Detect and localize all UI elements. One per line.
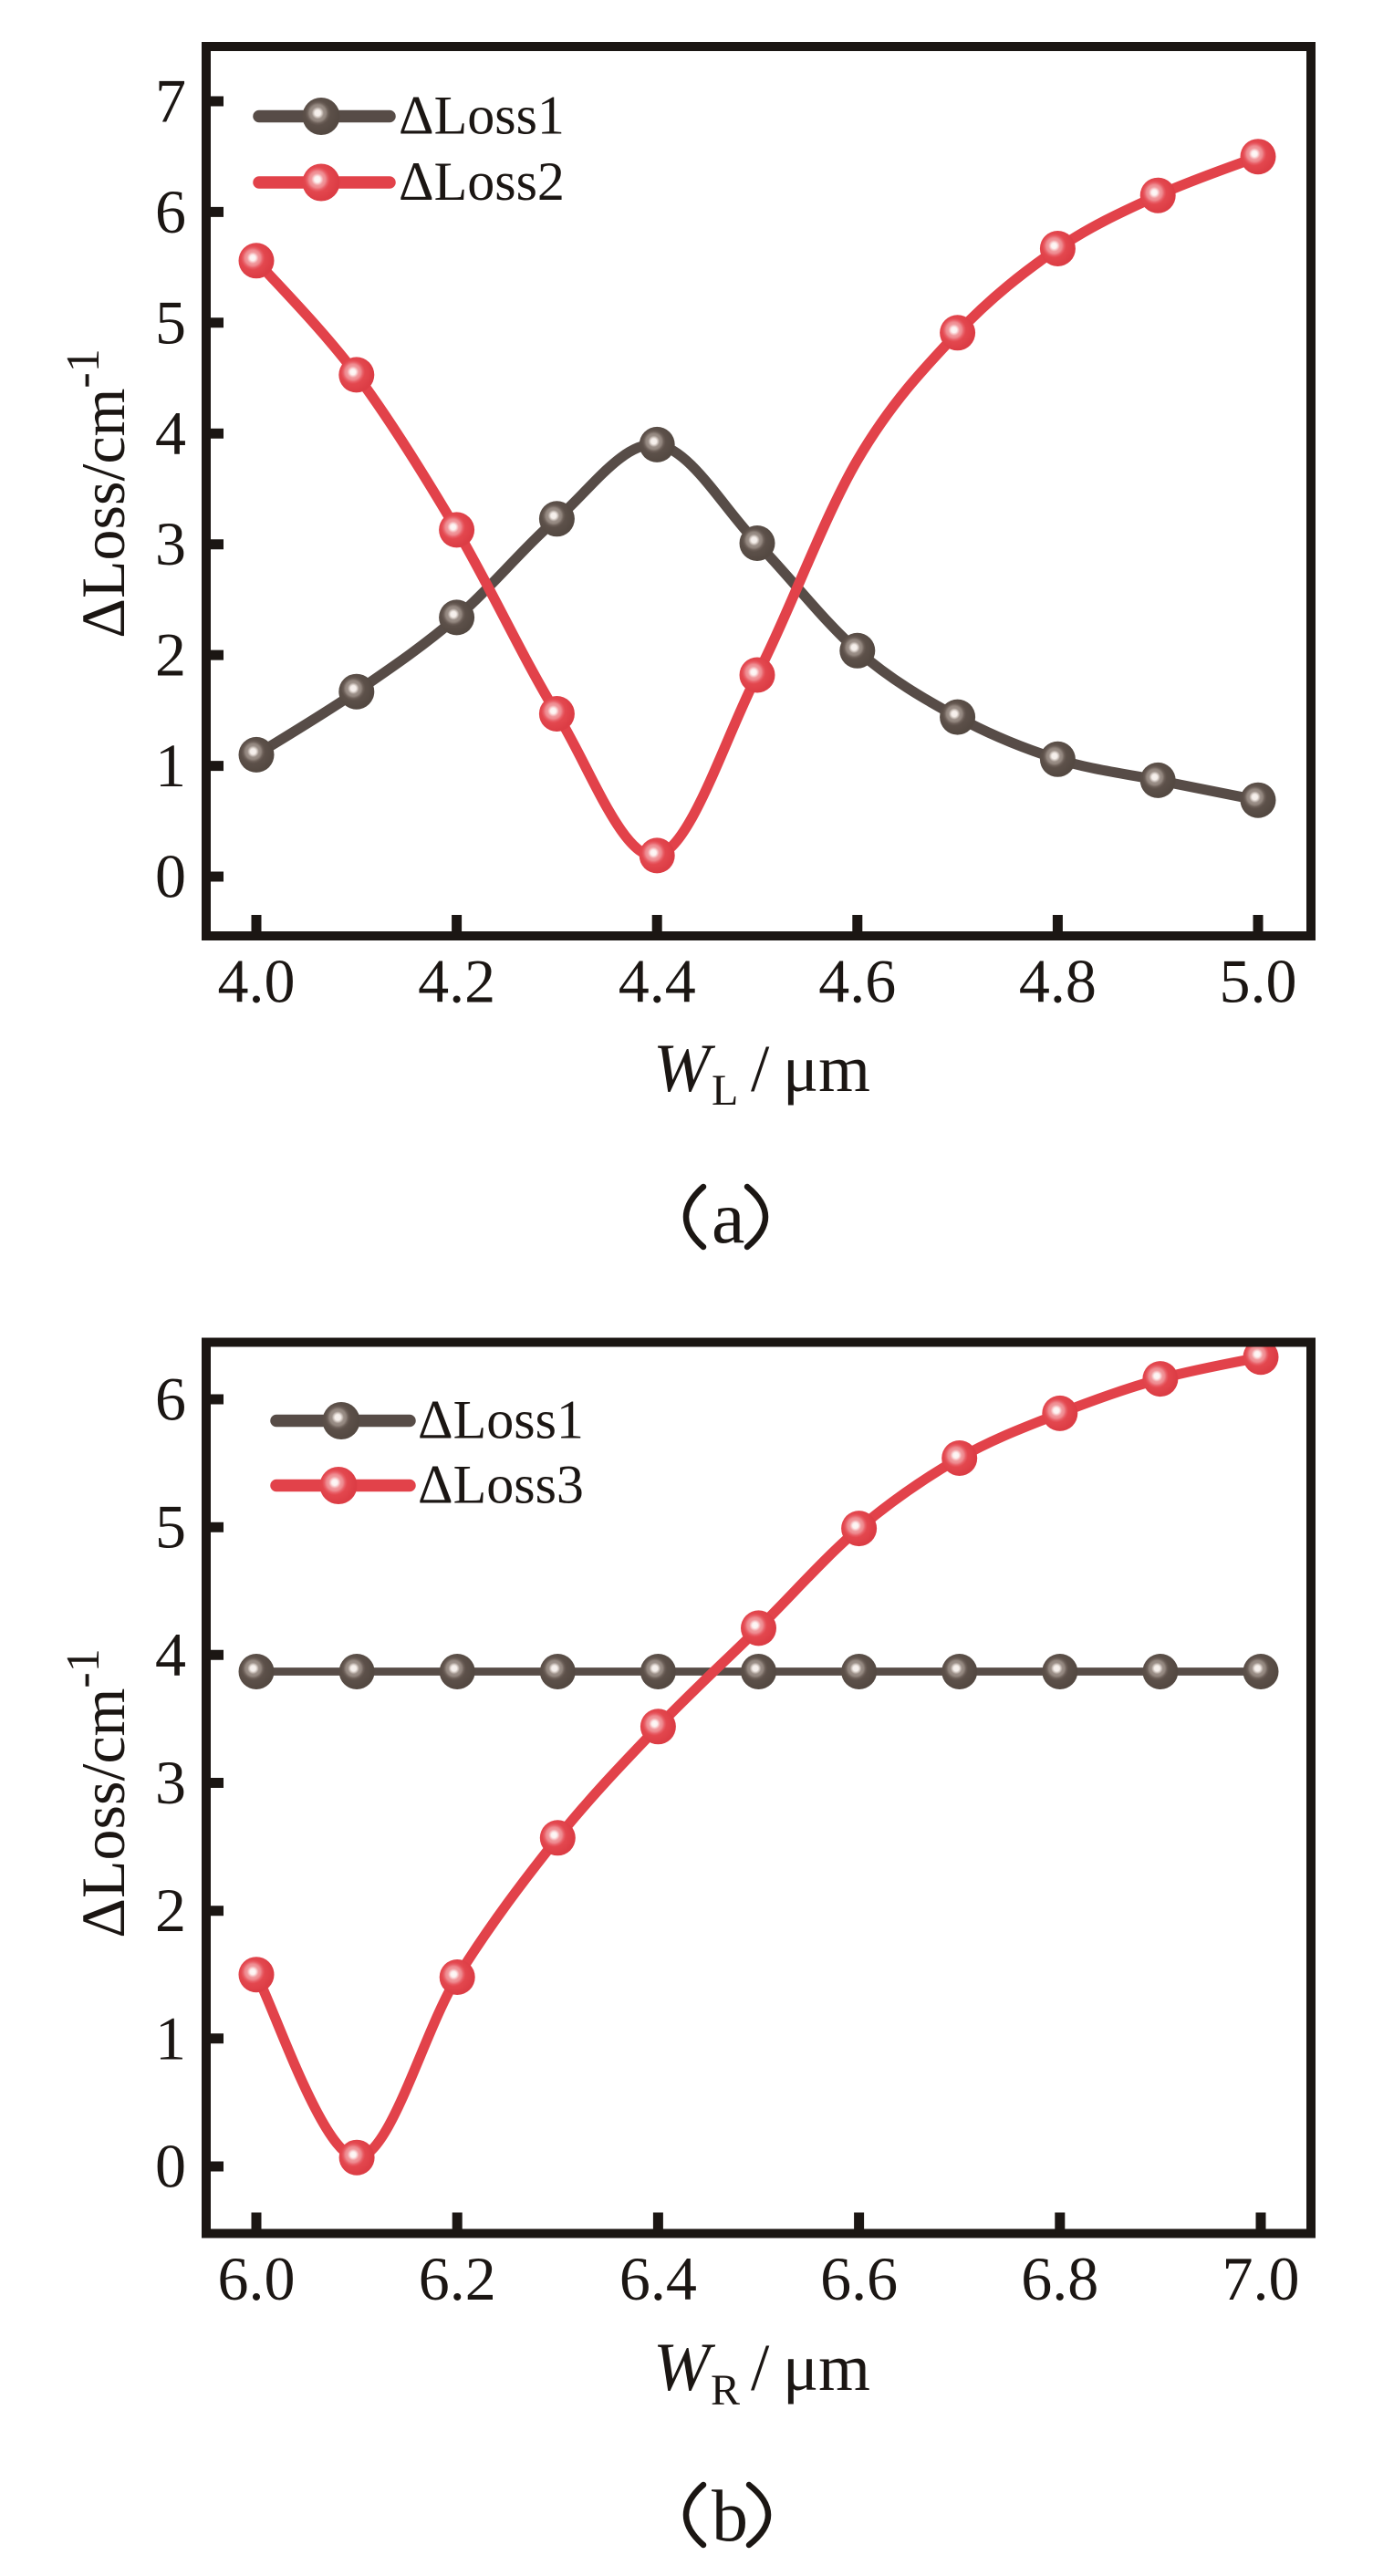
svg-text:6.8: 6.8 (1021, 2244, 1098, 2313)
svg-text:4.0: 4.0 (218, 947, 296, 1016)
svg-text:ΔLoss3: ΔLoss3 (418, 1455, 584, 1515)
svg-text:/: / (751, 2331, 770, 2405)
svg-text:4.4: 4.4 (619, 947, 696, 1016)
svg-text:6.2: 6.2 (419, 2244, 496, 2313)
svg-text:μm: μm (783, 2331, 870, 2405)
svg-text:W: W (653, 2330, 716, 2405)
svg-text:6.4: 6.4 (619, 2244, 697, 2313)
svg-text:2: 2 (155, 1875, 186, 1945)
svg-text:3: 3 (155, 509, 186, 578)
svg-text:a: a (712, 1176, 744, 1259)
svg-text:2: 2 (155, 620, 186, 690)
svg-text:μm: μm (783, 1032, 870, 1106)
svg-text:R: R (711, 2366, 740, 2415)
svg-text:4.6: 4.6 (818, 947, 896, 1016)
svg-text:4.2: 4.2 (418, 947, 495, 1016)
svg-text:7: 7 (155, 67, 186, 136)
svg-text:W: W (653, 1031, 716, 1106)
svg-text:7.0: 7.0 (1222, 2244, 1300, 2313)
svg-text:ΔLoss1: ΔLoss1 (418, 1390, 584, 1450)
svg-text:L: L (712, 1066, 738, 1115)
svg-text:5: 5 (155, 287, 186, 357)
svg-text:1: 1 (155, 731, 186, 800)
svg-text:ΔLoss2: ΔLoss2 (399, 151, 565, 212)
svg-text:4: 4 (155, 1620, 186, 1689)
svg-text:b: b (712, 2477, 748, 2557)
svg-text:6: 6 (155, 177, 186, 246)
svg-text:ΔLoss1: ΔLoss1 (399, 86, 565, 146)
svg-text:4.8: 4.8 (1019, 947, 1097, 1016)
svg-text:5.0: 5.0 (1220, 947, 1297, 1016)
svg-text:ΔLoss/cm-1: ΔLoss/cm-1 (57, 348, 138, 639)
svg-text:6: 6 (155, 1365, 186, 1434)
svg-text:0: 0 (155, 842, 186, 911)
svg-text:5: 5 (155, 1492, 186, 1562)
svg-text:1: 1 (155, 2003, 186, 2072)
svg-text:4: 4 (155, 399, 186, 468)
svg-text:ΔLoss/cm-1: ΔLoss/cm-1 (57, 1648, 138, 1938)
svg-text:6.0: 6.0 (218, 2244, 296, 2313)
svg-text:3: 3 (155, 1748, 186, 1817)
svg-text:0: 0 (155, 2132, 186, 2201)
svg-text:6.6: 6.6 (820, 2244, 898, 2313)
svg-text:/: / (751, 1032, 770, 1106)
